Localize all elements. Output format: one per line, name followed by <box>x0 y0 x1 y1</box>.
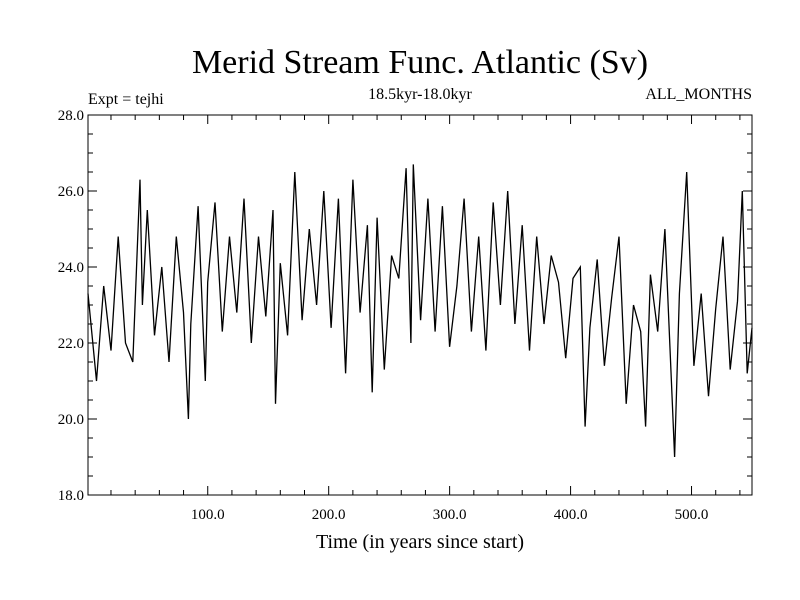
series-layer <box>87 164 753 458</box>
experiment-label: Expt = tejhi <box>88 91 164 108</box>
x-tick-label: 200.0 <box>312 507 346 523</box>
x-tick-label: 100.0 <box>191 507 225 523</box>
months-label: ALL_MONTHS <box>645 86 752 103</box>
chart-title: Merid Stream Func. Atlantic (Sv) <box>192 44 648 81</box>
x-axis-label: Time (in years since start) <box>316 531 524 553</box>
x-tick-label: 300.0 <box>433 507 467 523</box>
x-tick-label: 400.0 <box>554 507 588 523</box>
y-tick-label: 24.0 <box>58 260 84 276</box>
y-tick-label: 22.0 <box>58 336 84 352</box>
y-tick-label: 20.0 <box>58 412 84 428</box>
y-tick-label: 28.0 <box>58 108 84 124</box>
time-range-label: 18.5kyr-18.0kyr <box>368 86 472 103</box>
y-axis: 18.0 20.0 22.0 24.0 26.0 28.0 <box>58 108 752 504</box>
y-tick-label: 18.0 <box>58 488 84 504</box>
y-tick-label: 26.0 <box>58 184 84 200</box>
x-tick-label: 500.0 <box>675 507 709 523</box>
series-line <box>87 164 753 458</box>
x-axis: 100.0 200.0 300.0 400.0 500.0 <box>110 115 741 523</box>
